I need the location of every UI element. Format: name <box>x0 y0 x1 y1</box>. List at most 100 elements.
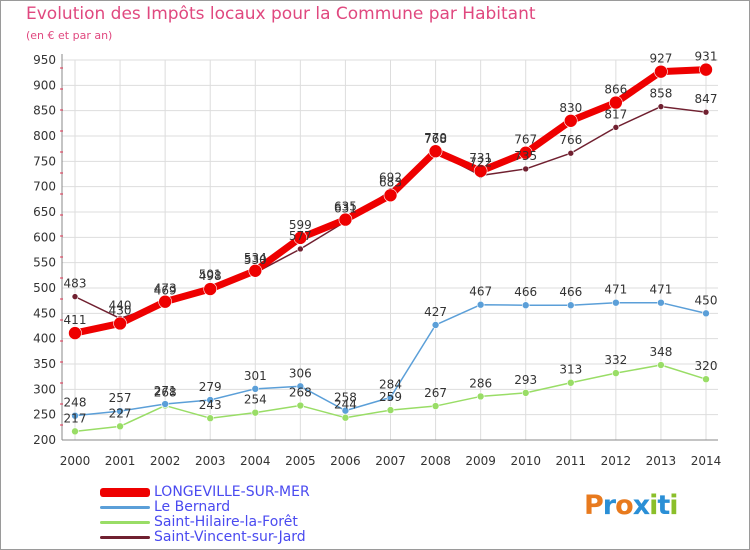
data-label-saint-hilaire-la-foret: 313 <box>559 363 582 377</box>
data-label-saint-hilaire-la-foret: 254 <box>244 393 267 407</box>
legend-item-longeville: LONGEVILLE-SUR-MER <box>100 485 310 500</box>
legend-swatch-le-bernard <box>100 506 150 509</box>
data-point-le-bernard <box>431 321 440 329</box>
legend-swatch-saint-vincent <box>100 536 150 539</box>
data-label-saint-vincent-sur-jard: 766 <box>559 133 582 147</box>
y-tick-label: 200 <box>33 433 56 447</box>
data-point-le-bernard <box>161 400 169 408</box>
data-label-longeville-sur-mer: 830 <box>559 101 582 115</box>
data-label-saint-hilaire-la-foret: 244 <box>334 398 357 412</box>
data-point-le-bernard <box>657 298 665 307</box>
logo-letter: r <box>602 490 616 521</box>
legend-label-longeville: LONGEVILLE-SUR-MER <box>154 484 310 500</box>
data-label-le-bernard: 450 <box>695 293 718 307</box>
legend: LONGEVILLE-SUR-MER Le Bernard Saint-Hila… <box>100 485 310 545</box>
data-point-longeville-sur-mer <box>428 144 443 158</box>
data-label-saint-vincent-sur-jard: 501 <box>199 267 222 281</box>
data-point-saint-hilaire-la-foret <box>341 413 350 422</box>
data-label-saint-vincent-sur-jard: 735 <box>514 149 537 163</box>
data-point-saint-hilaire-la-foret <box>566 378 575 387</box>
data-point-saint-vincent-sur-jard <box>612 124 620 131</box>
data-point-saint-hilaire-la-foret <box>431 402 440 410</box>
data-label-longeville-sur-mer: 683 <box>379 175 402 189</box>
x-tick-label: 2013 <box>646 454 677 468</box>
data-label-saint-hilaire-la-foret: 332 <box>604 353 627 367</box>
data-label-longeville-sur-mer: 866 <box>604 83 627 97</box>
legend-swatch-saint-hilaire <box>100 521 150 524</box>
x-tick-label: 2004 <box>240 454 271 468</box>
y-tick-label: 550 <box>33 256 56 270</box>
y-tick-label: 400 <box>33 332 56 346</box>
data-label-saint-hilaire-la-foret: 268 <box>154 386 177 400</box>
data-label-longeville-sur-mer: 534 <box>244 251 267 265</box>
data-label-saint-vincent-sur-jard: 847 <box>695 92 718 106</box>
legend-label-le-bernard: Le Bernard <box>154 499 231 515</box>
x-tick-label: 2006 <box>330 454 361 468</box>
data-label-longeville-sur-mer: 430 <box>109 303 132 317</box>
data-point-le-bernard <box>116 407 124 415</box>
data-label-le-bernard: 471 <box>649 283 672 297</box>
data-label-le-bernard: 258 <box>334 391 357 405</box>
x-tick-label: 2012 <box>601 454 632 468</box>
data-label-saint-hilaire-la-foret: 286 <box>469 376 492 390</box>
data-label-saint-hilaire-la-foret: 293 <box>514 373 537 387</box>
legend-item-saint-hilaire: Saint-Hilaire-la-Forêt <box>100 515 310 530</box>
data-label-le-bernard: 471 <box>604 283 627 297</box>
x-tick-label: 2002 <box>150 454 181 468</box>
x-tick-label: 2000 <box>60 454 91 468</box>
data-point-le-bernard <box>251 385 260 393</box>
data-point-longeville-sur-mer <box>654 64 668 79</box>
data-label-saint-vincent-sur-jard: 469 <box>154 284 177 298</box>
data-point-saint-hilaire-la-foret <box>116 422 124 431</box>
data-label-longeville-sur-mer: 411 <box>64 313 87 327</box>
logo-letter: i <box>649 490 658 521</box>
data-label-le-bernard: 284 <box>379 377 402 391</box>
data-point-le-bernard <box>71 411 79 420</box>
y-tick-label: 700 <box>33 180 56 194</box>
data-point-saint-vincent-sur-jard <box>297 245 304 253</box>
data-label-saint-vincent-sur-jard: 530 <box>244 253 267 267</box>
x-tick-label: 2008 <box>420 454 451 468</box>
data-label-saint-vincent-sur-jard: 631 <box>334 202 357 216</box>
y-tick-label: 250 <box>33 408 56 422</box>
y-tick-label: 600 <box>33 230 56 244</box>
data-label-saint-hilaire-la-foret: 227 <box>109 406 132 420</box>
logo-letter: i <box>669 490 678 521</box>
y-tick-label: 650 <box>33 205 56 219</box>
data-point-saint-hilaire-la-foret <box>251 408 260 417</box>
data-point-longeville-sur-mer <box>113 316 127 331</box>
data-point-le-bernard <box>521 301 530 310</box>
data-point-saint-vincent-sur-jard <box>522 165 530 173</box>
data-label-le-bernard: 467 <box>469 285 492 299</box>
y-tick-label: 500 <box>33 281 56 295</box>
data-label-saint-hilaire-la-foret: 348 <box>649 345 672 359</box>
y-tick-label: 300 <box>33 382 56 396</box>
x-tick-label: 2009 <box>465 454 496 468</box>
data-label-saint-vincent-sur-jard: 440 <box>109 298 132 312</box>
y-tick-label: 800 <box>33 129 56 143</box>
data-point-longeville-sur-mer <box>68 326 82 340</box>
x-tick-label: 2014 <box>691 454 722 468</box>
data-label-longeville-sur-mer: 770 <box>424 131 447 145</box>
data-label-saint-vincent-sur-jard: 722 <box>469 156 492 170</box>
data-label-le-bernard: 279 <box>199 380 222 394</box>
data-point-le-bernard <box>702 309 710 318</box>
data-label-le-bernard: 271 <box>154 384 177 398</box>
data-label-saint-vincent-sur-jard: 768 <box>424 132 447 146</box>
logo-letter: o <box>615 490 634 521</box>
logo-letter: x <box>632 490 650 521</box>
data-label-saint-vincent-sur-jard: 577 <box>289 229 312 243</box>
y-tick-label: 900 <box>33 78 56 92</box>
data-label-saint-hilaire-la-foret: 243 <box>199 398 222 412</box>
x-tick-label: 2011 <box>556 454 587 468</box>
data-point-longeville-sur-mer <box>248 263 263 278</box>
chart-subtitle: (en € et par an) <box>26 29 113 42</box>
x-tick-label: 2003 <box>195 454 226 468</box>
x-tick-label: 2007 <box>375 454 406 468</box>
x-tick-label: 2005 <box>285 454 316 468</box>
data-label-saint-hilaire-la-foret: 320 <box>695 359 718 373</box>
data-label-longeville-sur-mer: 931 <box>695 50 718 64</box>
data-point-saint-hilaire-la-foret <box>521 389 530 397</box>
data-label-le-bernard: 248 <box>64 396 87 410</box>
